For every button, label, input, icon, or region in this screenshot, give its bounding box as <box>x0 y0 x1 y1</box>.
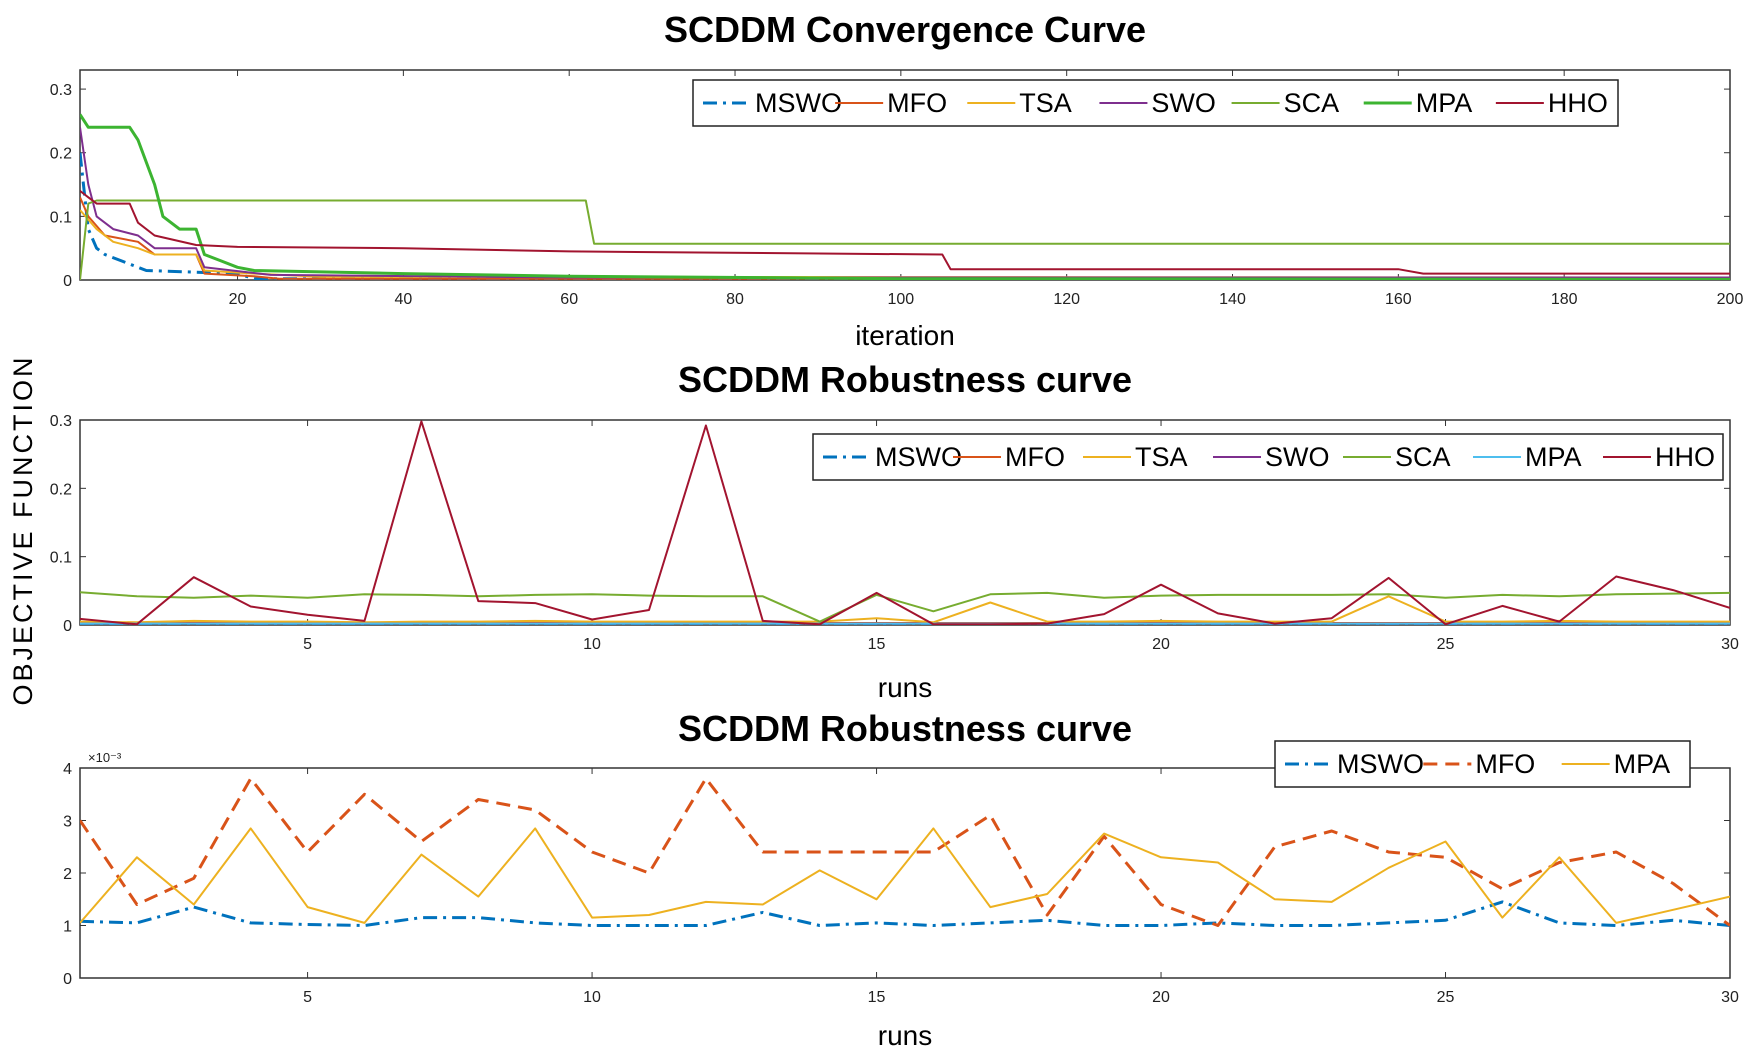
x-tick-label: 30 <box>1721 636 1739 653</box>
y-tick-label: 0.3 <box>50 413 72 430</box>
y-tick-label: 0 <box>63 273 72 290</box>
x-tick-label: 15 <box>868 636 886 653</box>
y-tick-label: 3 <box>63 814 72 831</box>
x-tick-label: 80 <box>726 291 744 308</box>
legend-label: SWO <box>1151 88 1216 118</box>
legend-label: MFO <box>1005 442 1065 472</box>
legend-label: SWO <box>1265 442 1330 472</box>
legend-label: MFO <box>1475 749 1535 779</box>
series-line-mfo <box>80 777 1730 927</box>
x-tick-label: 25 <box>1437 989 1455 1006</box>
series-group <box>80 777 1730 927</box>
y-tick-label: 0.1 <box>50 209 72 226</box>
chart-panel-1: SCDDM Convergence Curve 20 40 60 80 100 120 140… <box>50 9 1744 351</box>
y-tick-label: 0.2 <box>50 481 72 498</box>
y-tick-label: 1 <box>63 919 72 936</box>
y-tick-label: 0.3 <box>50 82 72 99</box>
x-tick-label: 30 <box>1721 989 1739 1006</box>
legend-label: MPA <box>1525 442 1582 472</box>
legend-label: MFO <box>887 88 947 118</box>
y-tick-label: 0.2 <box>50 146 72 163</box>
x-axis-label: runs <box>878 1020 932 1051</box>
series-line-sca <box>80 199 1730 280</box>
series-line-hho <box>80 190 1730 275</box>
legend-label: MPA <box>1614 749 1671 779</box>
legend: MSWO MFO TSA SWO SCA MPA HHO <box>692 79 1619 127</box>
y-tick-label: 4 <box>63 761 72 778</box>
x-tick-label: 200 <box>1717 291 1744 308</box>
legend-label: SCA <box>1284 88 1340 118</box>
chart-title: SCDDM Robustness curve <box>678 359 1132 400</box>
x-tick-label: 10 <box>583 989 601 1006</box>
x-tick-label: 20 <box>1152 636 1170 653</box>
chart-title: SCDDM Convergence Curve <box>664 9 1146 50</box>
x-tick-label: 160 <box>1385 291 1412 308</box>
chart-title: SCDDM Robustness curve <box>678 708 1132 749</box>
series-line-mpa <box>80 113 1730 280</box>
y-axis-multiplier: ×10⁻³ <box>88 750 122 765</box>
legend: MSWO MFO MPA <box>1274 740 1691 788</box>
legend-label: TSA <box>1019 88 1072 118</box>
legend-label: MSWO <box>1337 749 1424 779</box>
x-tick-label: 10 <box>583 636 601 653</box>
legend-label: MPA <box>1416 88 1473 118</box>
x-tick-label: 120 <box>1053 291 1080 308</box>
legend-label: SCA <box>1395 442 1451 472</box>
x-tick-label: 25 <box>1437 636 1455 653</box>
y-tick-label: 0.1 <box>50 550 72 567</box>
chart-panel-3: SCDDM Robustness curve 5 10 15 20 25 30 0 1 2 3 4 ×1… <box>63 708 1739 1051</box>
x-tick-label: 20 <box>229 291 247 308</box>
series-line-sca <box>80 591 1730 623</box>
x-tick-label: 100 <box>888 291 915 308</box>
y-tick-label: 2 <box>63 866 72 883</box>
series-line-hho <box>80 420 1730 625</box>
plot-area <box>79 767 1731 979</box>
x-axis-label: iteration <box>855 320 955 351</box>
legend-label: HHO <box>1655 442 1715 472</box>
x-axis-label: runs <box>878 672 932 703</box>
series-line-mswo <box>80 900 1730 927</box>
y-tick-label: 0 <box>63 971 72 988</box>
series-group <box>80 420 1730 625</box>
x-tick-label: 5 <box>303 636 312 653</box>
x-tick-label: 180 <box>1551 291 1578 308</box>
x-tick-label: 60 <box>560 291 578 308</box>
x-tick-label: 140 <box>1219 291 1246 308</box>
series-group <box>80 113 1730 280</box>
chart-panel-2: SCDDM Robustness curve 5 10 15 20 25 30 0 0.1 0.2… <box>50 359 1739 703</box>
x-tick-label: 40 <box>394 291 412 308</box>
series-line-mpa <box>80 827 1730 924</box>
series-line-swo <box>80 127 1730 279</box>
y-tick-label: 0 <box>63 618 72 635</box>
legend-label: MSWO <box>755 88 842 118</box>
shared-y-axis-label: OBJECTIVE FUNCTION <box>8 354 38 705</box>
legend-label: HHO <box>1548 88 1608 118</box>
x-tick-label: 5 <box>303 989 312 1006</box>
x-tick-label: 20 <box>1152 989 1170 1006</box>
legend: MSWO MFO TSA SWO SCA MPA HHO <box>812 433 1724 481</box>
legend-label: TSA <box>1135 442 1188 472</box>
x-tick-label: 15 <box>868 989 886 1006</box>
legend-label: MSWO <box>875 442 962 472</box>
legend-box <box>1274 740 1691 788</box>
